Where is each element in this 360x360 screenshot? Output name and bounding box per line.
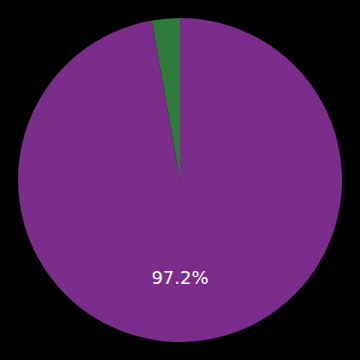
- svg-text:97.2%: 97.2%: [151, 267, 208, 288]
